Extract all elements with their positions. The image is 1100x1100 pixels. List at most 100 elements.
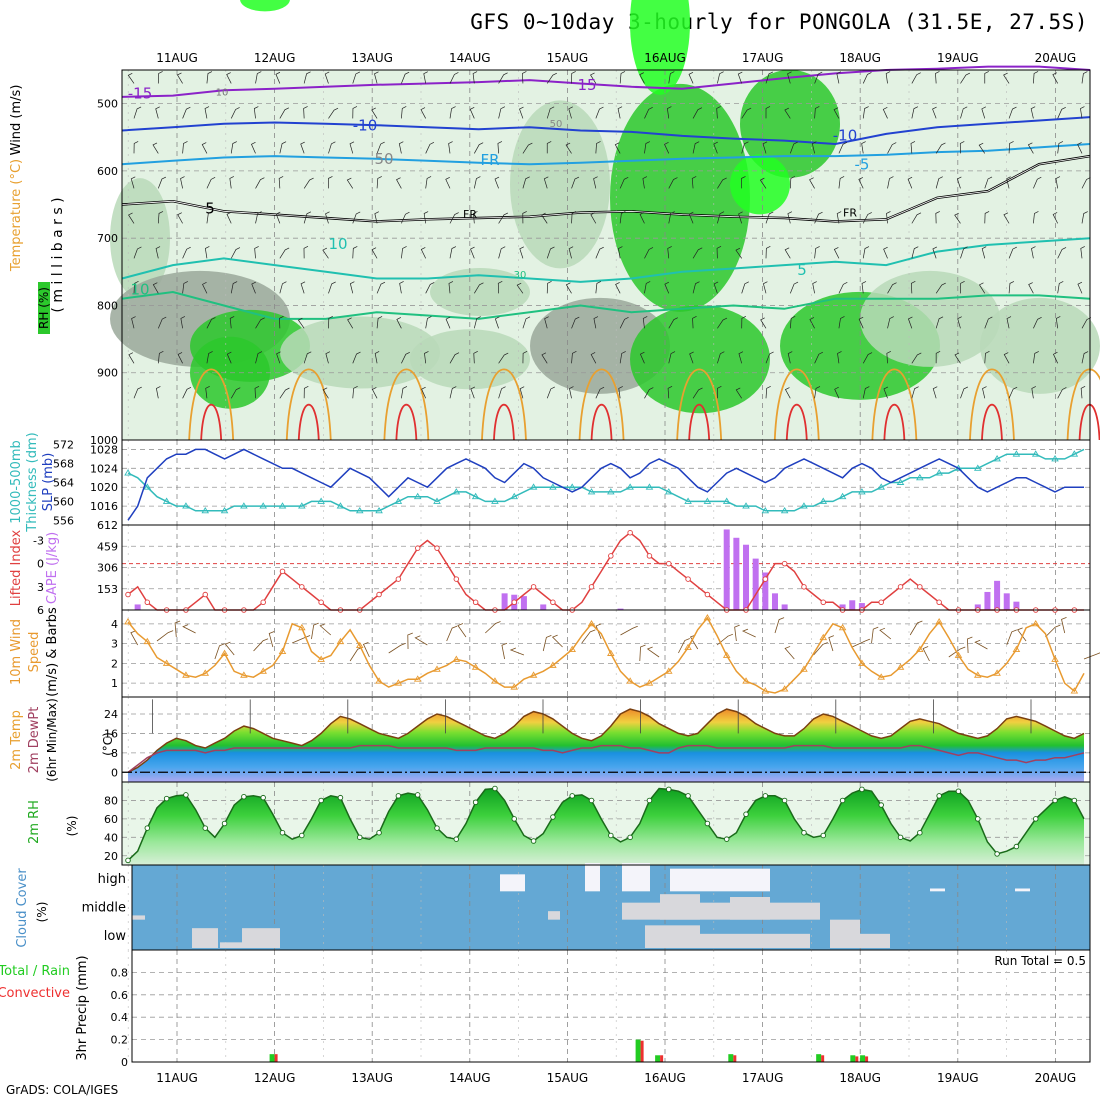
cloud-block — [622, 902, 820, 920]
wind-barb — [717, 385, 722, 399]
wind-barb — [935, 176, 943, 189]
wind-speed-line-point — [973, 671, 982, 678]
rh-line-point — [917, 829, 923, 836]
wind-barb — [303, 71, 311, 84]
hot-contour — [590, 404, 613, 441]
wind-barb — [741, 141, 749, 154]
wind-barb — [688, 211, 694, 224]
wind-barb — [546, 246, 555, 259]
wind-barb — [401, 106, 407, 119]
wind-barb — [932, 386, 938, 399]
wind-barb — [206, 351, 213, 364]
wind-barb — [1057, 106, 1066, 119]
wind-barb — [541, 212, 548, 224]
cape-bar — [849, 600, 856, 610]
wind-barb — [300, 141, 305, 154]
panel-frame — [131, 949, 1091, 1063]
wind-barb — [396, 317, 402, 329]
wind-barb — [862, 352, 873, 364]
li-line-point — [666, 560, 672, 567]
cape-tick: 459 — [97, 540, 118, 553]
wind-barb — [1028, 282, 1034, 294]
wind-barb — [1057, 281, 1064, 294]
wind-barb — [571, 351, 577, 364]
legend-lifted-index: Lifted Index — [9, 529, 24, 606]
wind-barb — [522, 142, 533, 154]
wind-barb — [1027, 142, 1034, 154]
wind-barb — [838, 282, 848, 294]
wind-barb — [230, 247, 241, 259]
wind-speed-line-point — [317, 655, 325, 662]
surface-wind-barb — [871, 626, 879, 644]
wind-barb — [619, 176, 629, 189]
wind-speed-line-point — [124, 617, 132, 625]
li-line-point — [762, 576, 769, 582]
wind-barb — [692, 316, 697, 329]
wind-barb — [133, 386, 142, 399]
li-line-point — [685, 576, 691, 582]
rh-line-point — [1052, 797, 1058, 804]
rh-line-point — [743, 811, 749, 818]
date-label-top: 13AUG — [351, 51, 393, 65]
thickness-tick: 560 — [53, 495, 74, 508]
wind-barb — [954, 212, 961, 224]
wind-barb — [352, 106, 358, 119]
wind-barb — [204, 106, 210, 119]
wind-barb — [352, 386, 358, 399]
contour-label: FR — [480, 151, 499, 169]
cloud-block — [500, 874, 525, 892]
rh-line-point — [878, 802, 884, 808]
rh-shade — [510, 100, 610, 269]
panel-bg — [122, 525, 1090, 610]
cloud-block — [645, 925, 700, 948]
wind-barb — [738, 351, 744, 364]
contour-label: FR — [843, 207, 857, 220]
wind-barb — [328, 316, 333, 329]
wind-barb — [279, 141, 287, 154]
wind-barb — [716, 106, 721, 119]
wind-barb — [1033, 211, 1039, 224]
wind-barb — [1008, 386, 1018, 399]
wind-barb — [276, 351, 281, 364]
wind-barb — [666, 106, 672, 119]
thickness-line-point — [703, 497, 712, 504]
wind-barb — [1008, 106, 1017, 119]
cloud-level-label: low — [104, 929, 127, 944]
wind-barb — [425, 316, 432, 329]
surface-wind-barb — [130, 630, 139, 646]
surface-wind-barb — [253, 638, 269, 652]
thickness-line-point — [722, 497, 731, 504]
wind-barb — [639, 212, 645, 224]
wind-barb — [253, 106, 259, 119]
thickness-line-point — [143, 483, 152, 490]
date-label-top: 17AUG — [742, 51, 784, 65]
cape-bar — [858, 603, 865, 610]
legend-convective: Convective — [0, 986, 70, 1001]
wind-barb — [346, 177, 354, 189]
slp-tick: 1016 — [90, 500, 118, 513]
wind-speed-line-point — [1031, 619, 1040, 627]
li-line-point — [299, 584, 305, 590]
cape-tick: 306 — [97, 562, 118, 575]
wind-speed-line-point — [452, 655, 461, 662]
wind-barb — [229, 316, 235, 329]
li-line-point — [453, 576, 460, 582]
surface-wind-barb — [852, 638, 871, 648]
wind-barb — [133, 106, 142, 119]
wind-barb — [960, 72, 971, 84]
rh-line-point — [376, 829, 382, 836]
wind-barb — [155, 106, 160, 119]
thickness-line-point — [317, 497, 325, 504]
wind-barb — [862, 246, 870, 259]
wind-barb — [886, 351, 891, 364]
surface-wind-barb — [966, 636, 973, 654]
wind-barb — [473, 351, 478, 364]
slp-tick: 1028 — [90, 443, 118, 456]
wind-speed-line-point — [684, 643, 692, 651]
legend-cloud-cover: Cloud Cover — [15, 868, 30, 948]
thickness-tick: 572 — [53, 439, 74, 452]
rh-line-point — [820, 832, 827, 839]
wind-barb — [812, 281, 817, 294]
wind-barb — [568, 246, 574, 259]
wind-barb — [328, 281, 336, 294]
